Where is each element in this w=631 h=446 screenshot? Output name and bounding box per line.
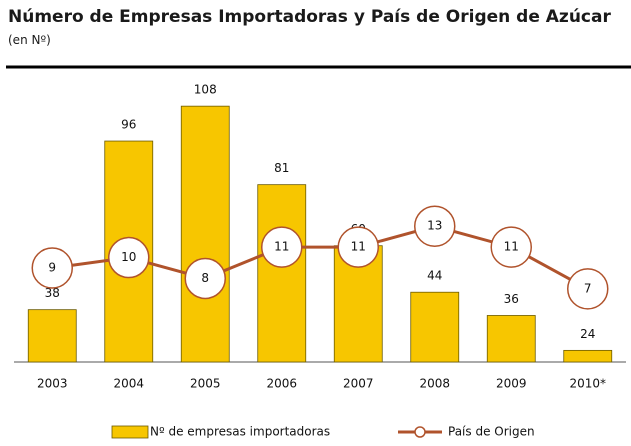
x-tick-label: 2010* bbox=[569, 377, 606, 391]
line-marker bbox=[414, 205, 456, 247]
bar-value-label: 44 bbox=[427, 269, 442, 283]
x-tick-label: 2008 bbox=[419, 377, 450, 391]
bar-value-label: 108 bbox=[194, 83, 217, 97]
bar-value-label: 38 bbox=[45, 286, 60, 300]
bar-value-label: 36 bbox=[504, 292, 519, 306]
x-tick-label: 2005 bbox=[190, 377, 221, 391]
line-marker bbox=[567, 268, 609, 310]
bar bbox=[180, 105, 230, 363]
line-value-label: 11 bbox=[351, 240, 366, 254]
line-marker bbox=[490, 226, 532, 268]
line-value-label: 11 bbox=[274, 240, 289, 254]
x-tick-label: 2003 bbox=[37, 377, 68, 391]
line-value-label: 9 bbox=[48, 261, 56, 275]
chart-title-block: Número de Empresas Importadoras y País d… bbox=[8, 6, 623, 51]
line-marker bbox=[31, 247, 73, 289]
line-marker bbox=[184, 257, 226, 300]
bar-value-label: 81 bbox=[274, 161, 289, 175]
bar bbox=[27, 309, 77, 363]
legend-swatch bbox=[111, 425, 149, 439]
x-tick-label: 2006 bbox=[266, 377, 297, 391]
line-value-label: 11 bbox=[504, 240, 519, 254]
bar bbox=[563, 349, 613, 363]
bar bbox=[410, 291, 460, 363]
line-value-label: 10 bbox=[121, 250, 136, 264]
legend-swatch-marker bbox=[414, 426, 426, 438]
chart-title: Número de Empresas Importadoras y País d… bbox=[8, 7, 611, 27]
chart-subtitle: (en Nº) bbox=[8, 33, 51, 47]
bar bbox=[257, 184, 307, 363]
line-value-label: 8 bbox=[201, 271, 209, 285]
bar-value-label: 24 bbox=[580, 327, 595, 341]
line-value-label: 7 bbox=[584, 281, 592, 295]
line-value-label: 13 bbox=[427, 219, 442, 233]
bar bbox=[486, 315, 536, 363]
line-marker bbox=[261, 226, 303, 268]
x-tick-label: 2004 bbox=[113, 377, 144, 391]
line-marker bbox=[337, 226, 379, 268]
line-marker bbox=[108, 236, 150, 279]
bar-value-label: 96 bbox=[121, 118, 136, 132]
legend-label: Nº de empresas importadoras bbox=[150, 425, 330, 439]
legend-label: País de Origen bbox=[448, 425, 535, 439]
x-tick-label: 2007 bbox=[343, 377, 374, 391]
x-tick-label: 2009 bbox=[496, 377, 527, 391]
